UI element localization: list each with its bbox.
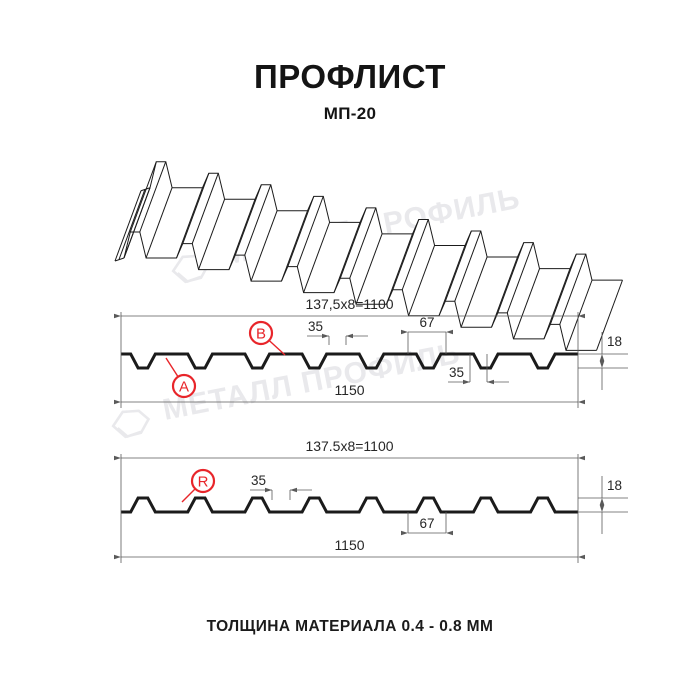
arrow-head-down: [599, 354, 605, 361]
arrow-head-left: [446, 329, 453, 335]
arrow-head-right: [578, 399, 585, 405]
profile-section-outline: [121, 496, 578, 514]
profile-3d-thickness-cap: [140, 187, 151, 192]
profile-3d-fold-line: [176, 187, 203, 259]
profile-3d-fold-line: [281, 210, 308, 282]
profile-3d-fold-line: [392, 219, 420, 290]
arrow-head-right: [463, 379, 470, 385]
profile-3d-fold-line: [349, 207, 377, 279]
callout-label: B: [256, 326, 266, 343]
profile-3d-fold-line: [296, 196, 324, 267]
profile-3d-thickness-line: [114, 190, 142, 262]
profile-3d-fold-line: [182, 173, 210, 244]
arrow-head-right: [578, 554, 585, 560]
profile-3d-fold-line: [287, 196, 315, 267]
profile-3d-fold-line: [129, 161, 157, 233]
profile-3d-fold-line: [250, 210, 278, 282]
watermark-logo-icon: [111, 409, 151, 439]
arrow-head-left: [114, 313, 121, 319]
profile-3d-thickness-line: [118, 189, 146, 260]
profile-section-r: 137.5x8=1100 1150 18 35 67 R: [114, 438, 628, 563]
profile-3d-fold-line: [386, 233, 413, 305]
profile-3d-fold-line: [303, 222, 331, 293]
page-subtitle: МП-20: [323, 104, 377, 123]
profile-3d-fold-line: [549, 253, 577, 325]
dimension-label-inner: 35: [449, 365, 464, 380]
profile-3d-fold-line: [401, 219, 429, 290]
dimension-label-inner: 67: [419, 315, 434, 330]
profile-3d-fold-line: [234, 184, 262, 256]
profile-3d-fold-line: [454, 230, 482, 302]
arrow-head-right: [578, 313, 585, 319]
profile-3d-fold-line: [339, 207, 367, 279]
callout-bubble[interactable]: [190, 468, 216, 494]
arrow-head-up: [599, 361, 605, 368]
profile-3d-fold-line: [244, 184, 272, 256]
arrow-head-right: [578, 455, 585, 461]
arrow-head-left: [487, 379, 494, 385]
profile-3d-end-cap: [123, 187, 151, 259]
profile-3d-fold-line: [497, 242, 525, 314]
profile-3d-body: [124, 161, 623, 351]
profile-3d-fold-line: [228, 199, 256, 270]
profile-3d-fold-line: [444, 230, 472, 302]
dimension-label-width: 1150: [334, 382, 364, 398]
arrow-head-up: [599, 505, 605, 512]
arrow-head-right: [401, 530, 408, 536]
arrow-head-left: [114, 554, 121, 560]
profile-3d-fold-line: [145, 187, 173, 259]
arrow-head-down: [599, 498, 605, 505]
material-thickness-note: ТОЛЩИНА МАТЕРИАЛА 0.4 - 0.8 ММ: [206, 618, 494, 635]
arrow-head-right: [401, 329, 408, 335]
profile-section-outline: [121, 352, 578, 370]
callout-bubble[interactable]: [171, 373, 197, 399]
callout-label: R: [198, 474, 209, 491]
profile-3d-back-edge: [149, 161, 623, 281]
profile-3d-fold-line: [559, 253, 587, 325]
watermark-text: МЕТАЛЛ ПРОФИЛЬ: [160, 337, 463, 427]
dimension-label-height: 18: [607, 478, 622, 493]
profile-3d-fold-line: [491, 256, 518, 328]
profile-section-a: 137,5x8=1100 1150 18 35 67 35 A B: [114, 296, 628, 408]
profile-3d-front-edge: [123, 231, 597, 351]
dimension-label-width: 1150: [334, 537, 364, 553]
profile-3d-thickness-cap: [114, 257, 125, 262]
profile-3d-fold-line: [460, 256, 488, 328]
dimension-label-pitch: 137,5x8=1100: [305, 296, 393, 312]
profile-3d-fold-line: [506, 242, 534, 314]
profile-3d-fold-line: [543, 268, 571, 340]
profile-3d-fold-line: [596, 279, 623, 351]
profile-3d-fold-line: [513, 268, 541, 340]
arrow-head-right: [322, 333, 329, 339]
dimension-label-inner: 35: [251, 473, 266, 488]
profile-3d-fold-line: [438, 245, 466, 316]
profile-3d-fold-line: [198, 199, 226, 270]
arrow-head-left: [446, 530, 453, 536]
arrow-head-left: [290, 487, 297, 493]
profile-3d-isometric: [114, 161, 623, 351]
arrow-head-right: [265, 487, 272, 493]
profile-3d-fold-line: [408, 245, 436, 316]
dimension-label-height: 18: [607, 334, 622, 349]
dimension-label-pitch: 137.5x8=1100: [305, 438, 393, 454]
callout-bubble[interactable]: [248, 320, 274, 346]
profile-3d-fold-line: [333, 222, 361, 293]
profile-3d-fold-line: [355, 233, 383, 305]
profile-3d-fold-line: [565, 279, 593, 351]
profile-3d-fold-line: [191, 173, 219, 244]
page-title: ПРОФЛИСТ: [254, 58, 446, 95]
dimension-label-inner: 67: [419, 516, 434, 531]
arrow-head-left: [114, 455, 121, 461]
dimension-label-inner: 35: [308, 319, 323, 334]
callout-label: A: [179, 379, 189, 396]
arrow-head-left: [114, 399, 121, 405]
profile-3d-fold-line: [139, 161, 167, 233]
arrow-head-left: [346, 333, 353, 339]
